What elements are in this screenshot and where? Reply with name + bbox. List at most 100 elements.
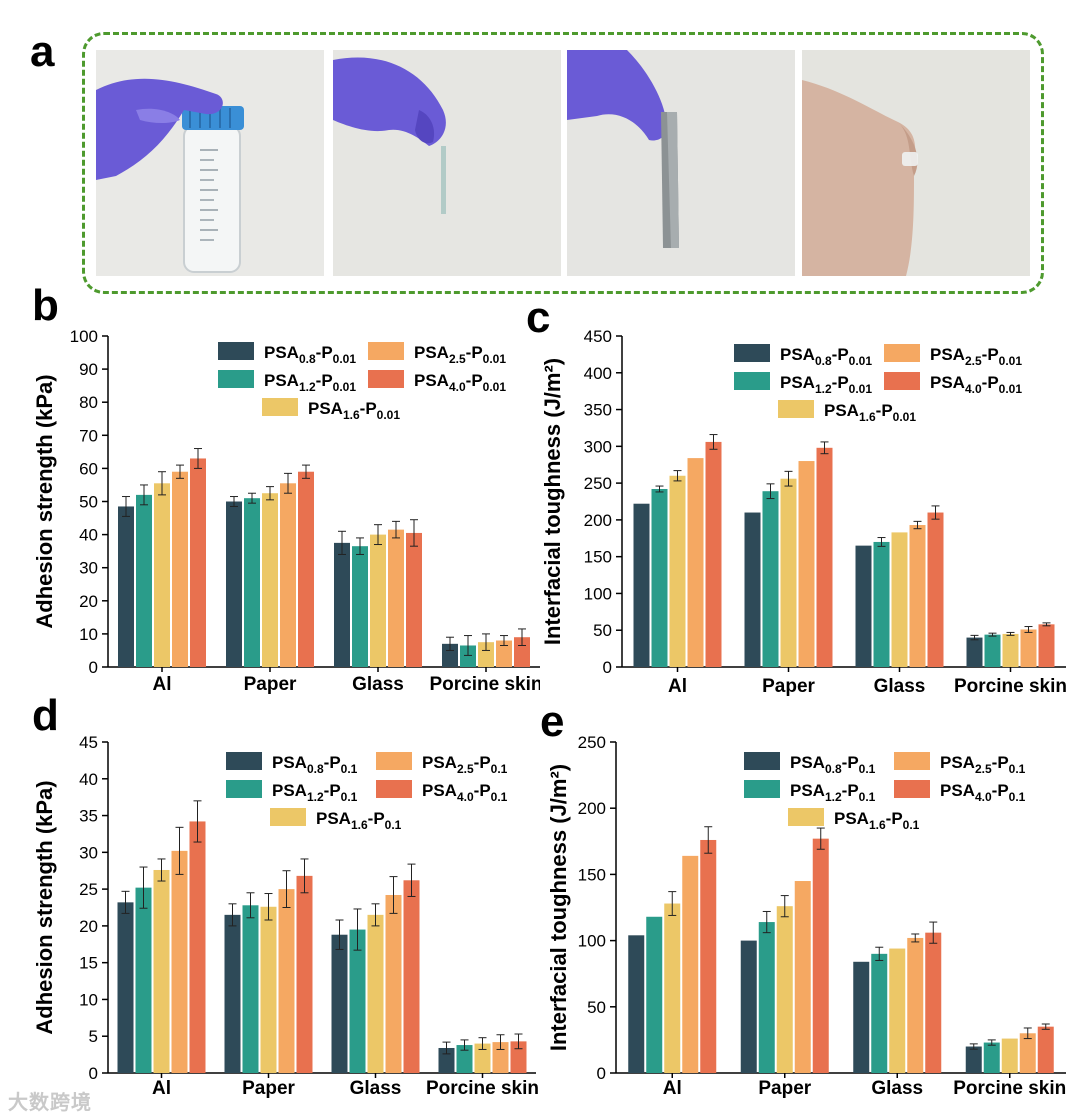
x-tick-label: Paper xyxy=(242,1078,295,1099)
legend-label-1: PSA1.2-P0.1 xyxy=(790,781,876,804)
y-axis-title: Interfacial toughness (J/m²) xyxy=(540,358,565,645)
bar-al-3 xyxy=(682,855,699,1073)
y-tick-label: 20 xyxy=(79,592,98,611)
bar-glass-2 xyxy=(891,532,908,667)
y-tick-label: 450 xyxy=(584,327,612,346)
bar-paper-4 xyxy=(296,875,313,1073)
x-tick-label: Al xyxy=(153,674,172,695)
legend-label-0: PSA0.8-P0.1 xyxy=(790,753,876,776)
bar-al-1 xyxy=(651,488,668,667)
bar-paper-3 xyxy=(280,483,296,667)
x-tick-label: Glass xyxy=(352,674,404,695)
legend-swatch-1 xyxy=(226,780,262,798)
metal-strip-photo xyxy=(567,50,795,276)
legend-swatch-4 xyxy=(894,780,930,798)
bar-paper-3 xyxy=(794,881,811,1073)
bar-al-1 xyxy=(136,494,152,667)
bar-al-0 xyxy=(117,902,134,1073)
legend-swatch-4 xyxy=(376,780,412,798)
x-tick-label: Glass xyxy=(874,676,926,697)
bar-porcine-skin-2 xyxy=(1001,1038,1018,1073)
x-tick-label: Porcine skin xyxy=(954,676,1067,697)
bar-paper-2 xyxy=(262,493,278,667)
y-tick-label: 400 xyxy=(584,364,612,383)
y-axis-title: Adhesion strength (kPa) xyxy=(32,780,57,1034)
legend-swatch-1 xyxy=(744,780,780,798)
bar-paper-2 xyxy=(776,906,793,1073)
bar-paper-4 xyxy=(816,447,833,667)
bar-al-0 xyxy=(633,503,650,667)
legend-swatch-4 xyxy=(368,370,404,388)
panel-label-b: b xyxy=(32,281,59,330)
x-tick-label: Al xyxy=(152,1078,171,1099)
legend-label-3: PSA2.5-P0.01 xyxy=(930,345,1022,368)
bar-paper-4 xyxy=(298,471,314,667)
y-tick-label: 50 xyxy=(79,493,98,512)
legend-label-4: PSA4.0-P0.01 xyxy=(414,371,506,394)
y-tick-label: 0 xyxy=(597,1064,606,1083)
x-tick-label: Porcine skin xyxy=(953,1078,1066,1099)
legend-swatch-2 xyxy=(778,400,814,418)
legend-swatch-2 xyxy=(270,808,306,826)
y-tick-label: 25 xyxy=(79,880,98,899)
y-tick-label: 10 xyxy=(79,625,98,644)
bar-porcine-skin-4 xyxy=(1038,624,1055,667)
legend-label-3: PSA2.5-P0.1 xyxy=(422,753,508,776)
x-tick-label: Porcine skin xyxy=(430,674,541,695)
bar-porcine-skin-4 xyxy=(1037,1026,1054,1073)
y-axis-title: Interfacial toughness (J/m²) xyxy=(546,764,571,1051)
bar-al-2 xyxy=(154,483,170,667)
y-tick-label: 90 xyxy=(79,360,98,379)
chart-c: 0 50 100 150 200 250 300 350 400 450 Interfacial t… xyxy=(540,327,1067,697)
bar-paper-2 xyxy=(780,478,797,667)
y-tick-label: 300 xyxy=(584,437,612,456)
bar-glass-0 xyxy=(331,934,348,1073)
bar-paper-3 xyxy=(278,889,295,1073)
legend-swatch-0 xyxy=(734,344,770,362)
y-tick-label: 20 xyxy=(79,917,98,936)
bar-paper-0 xyxy=(740,940,757,1073)
photo-strip-frame xyxy=(82,32,1044,294)
bar-paper-4 xyxy=(812,838,829,1073)
bar-porcine-skin-1 xyxy=(456,1045,473,1073)
bar-glass-3 xyxy=(907,937,924,1073)
legend-label-2: PSA1.6-P0.01 xyxy=(308,399,400,422)
y-tick-label: 5 xyxy=(89,1027,98,1046)
bar-glass-4 xyxy=(927,512,944,667)
bar-porcine-skin-1 xyxy=(983,1042,1000,1073)
bar-paper-1 xyxy=(242,905,259,1073)
y-tick-label: 350 xyxy=(584,401,612,420)
skin-photo xyxy=(802,50,1030,276)
x-tick-label: Paper xyxy=(244,674,297,695)
legend-label-1: PSA1.2-P0.01 xyxy=(780,373,872,396)
bar-glass-3 xyxy=(909,525,926,667)
y-tick-label: 50 xyxy=(593,621,612,640)
bar-al-4 xyxy=(189,821,206,1073)
y-tick-label: 50 xyxy=(587,998,606,1017)
bar-glass-2 xyxy=(370,534,386,667)
chart-b: 0 10 20 30 40 50 60 70 80 90 100 Adhesion strength … xyxy=(32,327,541,695)
bar-porcine-skin-2 xyxy=(478,642,494,667)
bar-glass-4 xyxy=(925,932,942,1073)
bar-porcine-skin-2 xyxy=(1002,633,1019,667)
legend-swatch-3 xyxy=(884,344,920,362)
legend-label-4: PSA4.0-P0.1 xyxy=(422,781,508,804)
y-tick-label: 250 xyxy=(578,733,606,752)
y-tick-label: 35 xyxy=(79,807,98,826)
legend-swatch-1 xyxy=(734,372,770,390)
y-tick-label: 45 xyxy=(79,733,98,752)
y-tick-label: 60 xyxy=(79,459,98,478)
legend-label-4: PSA4.0-P0.01 xyxy=(930,373,1022,396)
panel-label-d: d xyxy=(32,691,59,740)
bar-glass-0 xyxy=(853,961,870,1073)
bar-porcine-skin-3 xyxy=(1019,1033,1036,1073)
y-tick-label: 0 xyxy=(89,658,98,677)
bar-porcine-skin-0 xyxy=(966,637,983,667)
bar-glass-1 xyxy=(873,541,890,667)
legend-label-2: PSA1.6-P0.1 xyxy=(316,809,402,832)
bar-glass-0 xyxy=(855,545,872,667)
bar-al-3 xyxy=(172,471,188,667)
bar-glass-3 xyxy=(388,529,404,667)
y-tick-label: 80 xyxy=(79,393,98,412)
bar-paper-0 xyxy=(226,501,242,667)
